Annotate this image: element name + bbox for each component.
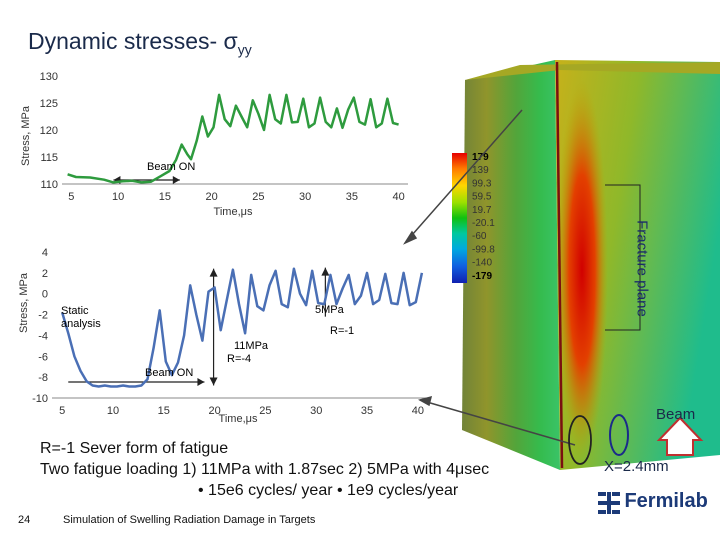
amplitude-5mpa-arrowhead-up [321,267,330,276]
slide-title: Dynamic stresses- σyy [28,28,252,58]
top-chart-xtick-label: 10 [112,191,124,203]
top-chart-xlabel: Time,μs [214,206,253,218]
bottom-chart-ytick-label: -8 [38,372,48,384]
bottom-beam-on-arrowhead [197,378,205,386]
top-chart-xtick-label: 40 [393,191,405,203]
bottom-chart-ticks: -10 -8 -6 -4 -2 0 2 4 5 10 15 20 25 30 35 40 [32,247,424,417]
legend-value: -60 [472,231,487,242]
fermilab-logo: Fermilab [598,490,708,514]
annotation-static-analysis-line2: analysis [61,318,101,330]
stress-legend-colorbar [452,153,467,283]
bottom-stress-chart: -10 -8 -6 -4 -2 0 2 4 5 10 15 20 25 30 35 40 Stress, MP… [18,247,428,425]
annotation-5mpa: 5MPa [315,304,345,316]
top-chart-ticks: 110 115 120 125 130 5 10 15 20 25 30 35 40 [40,71,405,203]
fermilab-logo-text: Fermilab [624,490,708,512]
top-chart-xtick-label: 25 [252,191,264,203]
legend-value: -99.8 [472,244,495,255]
annotation-r-minus-1: R=-1 [330,325,354,337]
summary-line-2: Two fatigue loading 1) 11MPa with 1.87se… [40,461,490,478]
model-hot-zone [556,80,608,460]
model-edge [555,61,564,469]
legend-value: 139 [472,165,489,176]
top-chart-xtick-label: 20 [205,191,217,203]
marker-ellipse-left [568,415,592,465]
bottom-chart-xtick-label: 15 [158,405,170,417]
annotation-r-minus-4: R=-4 [227,353,251,365]
top-chart-xtick-label: 30 [299,191,311,203]
bottom-chart-ytick-label: -10 [32,393,48,405]
legend-value: -140 [472,258,492,269]
bottom-chart-ytick-label: 0 [42,289,48,301]
bottom-chart-xtick-label: 40 [412,405,424,417]
top-chart-ytick-label: 130 [40,71,58,83]
top-beam-on-arrowhead-right [172,176,180,184]
legend-value: 99.3 [472,178,492,189]
summary-line-3: • 15e6 cycles/ year • 1e9 cycles/year [198,482,459,499]
annotation-11mpa: 11MPa [234,340,269,352]
bottom-chart-xtick-label: 20 [208,405,220,417]
bottom-chart-xtick-label: 5 [59,405,65,417]
amplitude-11mpa-arrowhead-down [209,377,218,386]
bottom-chart-ytick-label: -2 [38,310,48,322]
model-front-face [462,60,560,470]
top-chart-ytick-label: 120 [40,125,58,137]
fracture-plane-label: Fracture plane [633,220,651,317]
top-chart-series-line [67,93,399,184]
annotation-static-analysis: Static analysis [61,305,101,330]
bottom-chart-xtick-label: 35 [361,405,373,417]
top-chart-xtick-label: 35 [346,191,358,203]
bottom-chart-xtick-label: 10 [107,405,119,417]
bottom-chart-ytick-label: -4 [38,330,48,342]
legend-value: 59.5 [472,192,492,203]
top-chart-xtick-label: 5 [68,191,74,203]
bottom-chart-xlabel: Time,μs [219,413,258,425]
position-label: X=2.4mm [604,458,669,475]
bottom-chart-axes [52,267,428,399]
annotation-beam-on: Beam ON [145,367,193,379]
amplitude-11mpa-arrowhead-up [209,268,218,277]
bottom-chart-ytick-label: 2 [42,268,48,280]
top-chart-ytick-label: 115 [40,152,58,164]
bottom-chart-xtick-label: 25 [259,405,271,417]
summary-line-1: R=-1 Sever form of fatigue [40,440,229,457]
bottom-chart-xtick-label: 30 [310,405,322,417]
fermilab-logo-icon [598,491,620,514]
bottom-chart-ylabel: Stress, MPa [18,272,30,333]
top-chart-ytick-label: 110 [40,179,58,191]
bottom-chart-ytick-label: 4 [42,247,48,259]
stress-legend-labels: 179 139 99.3 59.5 19.7 -20.1 -60 -99.8 -140 -179 [472,152,495,282]
top-chart-annotation-beam-on: Beam ON [147,161,195,173]
legend-value: -179 [472,271,492,282]
bottom-chart-ytick-label: -6 [38,351,48,363]
top-chart-xtick-label: 15 [159,191,171,203]
slide-number: 24 [18,514,31,526]
top-chart-ytick-label: 125 [40,98,58,110]
model-top-face [465,62,720,80]
legend-value: -20.1 [472,218,495,229]
annotation-static-analysis-line1: Static [61,305,89,317]
top-chart-ylabel: Stress, MPa [20,105,32,166]
footer-text: Simulation of Swelling Radiation Damage … [63,514,316,526]
beam-label: Beam [656,406,696,423]
beam-arrow-icon [656,416,704,456]
top-stress-chart: 110 115 120 125 130 5 10 15 20 25 30 35 40 Stress, M… [20,71,408,218]
title-subscript: yy [237,41,252,58]
legend-value: 19.7 [472,205,492,216]
marker-ellipse-right [609,414,629,456]
bottom-chart-series-line [61,267,424,388]
legend-value: 179 [472,152,489,163]
